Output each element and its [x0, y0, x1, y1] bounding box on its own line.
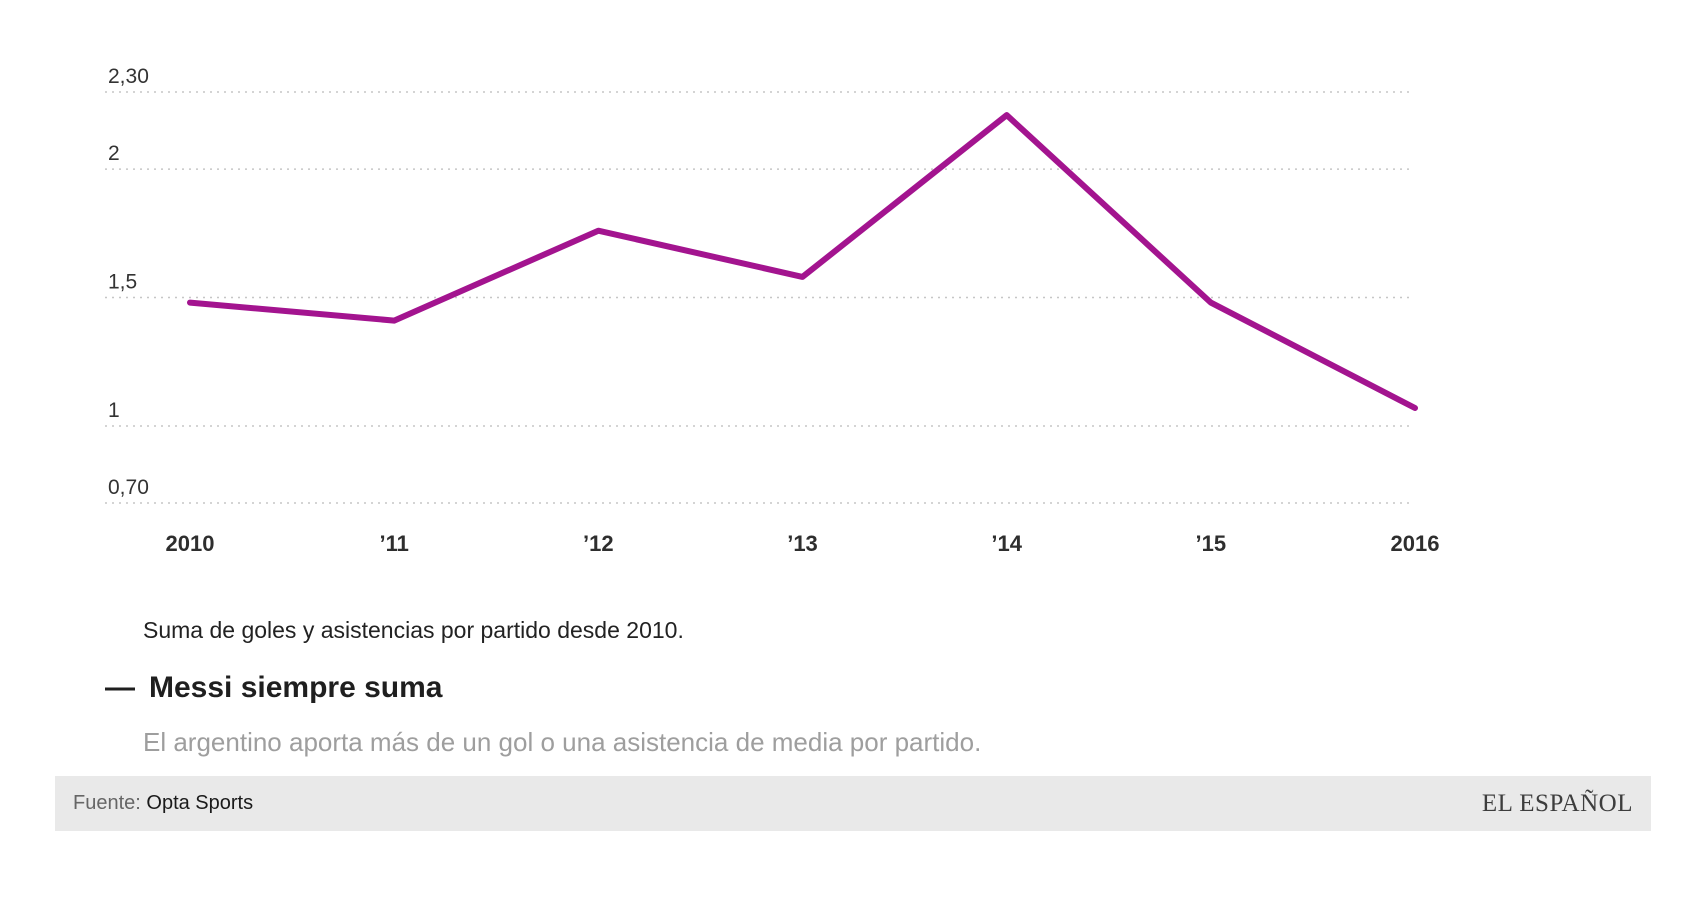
- source-value: Opta Sports: [146, 792, 254, 814]
- brand-logo: EL ESPAÑOL: [1481, 789, 1633, 817]
- source-line: Fuente: Opta Sports: [73, 792, 253, 815]
- y-axis-tick-label: 1,5: [108, 271, 137, 294]
- chart-title: Messi siempre suma: [149, 671, 443, 704]
- source-label: Fuente:: [73, 792, 141, 814]
- data-line: [187, 112, 1418, 411]
- x-axis-tick-label: ’12: [583, 531, 614, 556]
- chart-area: 2,30 2 1,5 1 0,70 2010 ’11 ’12 ’13 ’14 ’15 2016: [105, 65, 1440, 556]
- footer-bar: Fuente: Opta Sports EL ESPAÑOL: [55, 776, 1651, 831]
- y-axis-tick-label: 2,30: [108, 65, 149, 88]
- line-chart: 2,30 2 1,5 1 0,70 2010 ’11 ’12 ’13 ’14 ’15 2016: [105, 65, 1440, 556]
- x-axis-tick-label: ’13: [787, 531, 818, 556]
- title-dash: —: [105, 671, 135, 704]
- y-axis-tick-label: 1: [108, 399, 120, 422]
- y-axis-tick-label: 2: [108, 142, 120, 165]
- x-axis-tick-label: ’14: [991, 531, 1022, 556]
- x-axis-tick-label: 2010: [166, 531, 215, 556]
- x-axis-tick-label: ’11: [379, 531, 408, 556]
- chart-subtitle: El argentino aporta más de un gol o una …: [143, 727, 982, 757]
- x-axis-tick-label: ’15: [1196, 531, 1227, 556]
- x-axis-tick-label: 2016: [1391, 531, 1440, 556]
- chart-caption: Suma de goles y asistencias por partido …: [143, 617, 684, 643]
- y-axis-tick-label: 0,70: [108, 476, 149, 499]
- chart-title-row: — Messi siempre suma: [105, 670, 1706, 706]
